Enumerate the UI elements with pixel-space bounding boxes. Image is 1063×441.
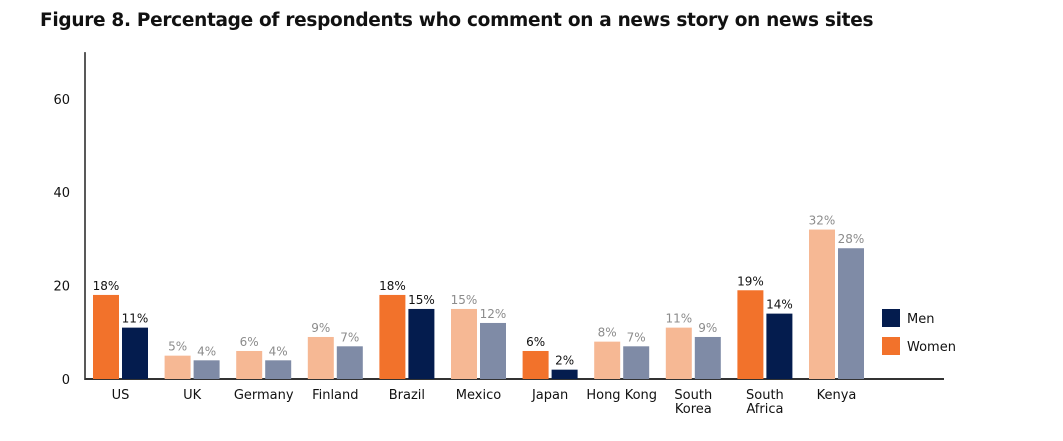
legend-label: Men [907, 312, 934, 327]
bar-women [236, 350, 263, 379]
data-label: 28% [838, 232, 865, 246]
bar-men [265, 360, 292, 379]
data-label: 4% [197, 344, 216, 358]
x-tick-label: Japan [531, 388, 568, 403]
bar-men [480, 322, 506, 379]
x-tick-label: Korea [675, 402, 712, 417]
data-label: 5% [168, 340, 187, 354]
x-tick-label: Africa [746, 402, 783, 417]
data-label: 7% [627, 330, 646, 344]
data-label: 18% [93, 279, 120, 293]
bar-men [623, 346, 650, 379]
data-label: 32% [809, 214, 836, 228]
data-label: 15% [408, 293, 435, 307]
x-tick-label: US [112, 388, 130, 403]
bar-women [522, 350, 549, 379]
bar-men [193, 360, 220, 379]
x-tick-label: Mexico [456, 388, 501, 403]
bar-men [551, 369, 578, 379]
bar-men [336, 346, 363, 379]
legend-swatch-men [882, 309, 900, 327]
legend-label: Women [907, 340, 956, 355]
bar-men [408, 308, 435, 379]
x-tick-label: Kenya [817, 388, 857, 403]
bar-men [122, 327, 148, 379]
data-label: 15% [451, 293, 478, 307]
y-tick-label: 20 [53, 280, 70, 295]
x-tick-label: South [746, 388, 784, 403]
legend-swatch-women [882, 337, 900, 355]
x-tick-label: UK [183, 388, 202, 403]
bar-women [164, 355, 191, 379]
bar-men [838, 248, 864, 379]
bar-women [594, 341, 621, 379]
data-label: 6% [526, 335, 545, 349]
bar-women [451, 308, 477, 379]
bar-men [694, 336, 721, 379]
bar-women [307, 336, 334, 379]
x-tick-label: Hong Kong [586, 388, 657, 403]
chart-title: Figure 8. Percentage of respondents who … [40, 10, 874, 31]
x-tick-label: Finland [312, 388, 358, 403]
data-label: 18% [379, 279, 406, 293]
data-label: 2% [555, 354, 574, 368]
data-label: 11% [122, 312, 149, 326]
bar-women [809, 229, 835, 379]
bar-women [379, 294, 406, 379]
data-label: 9% [311, 321, 330, 335]
y-tick-label: 60 [53, 93, 70, 108]
y-tick-label: 0 [62, 373, 70, 388]
x-tick-label: Brazil [389, 388, 425, 403]
bar-men [766, 313, 793, 379]
bar-women [737, 290, 764, 379]
data-label: 12% [480, 307, 507, 321]
data-label: 9% [698, 321, 717, 335]
data-label: 7% [340, 330, 359, 344]
data-label: 4% [269, 344, 288, 358]
y-tick-label: 40 [53, 186, 70, 201]
bar-women [93, 294, 119, 379]
data-label: 14% [766, 298, 793, 312]
x-tick-label: South [674, 388, 712, 403]
data-label: 11% [665, 312, 692, 326]
data-label: 6% [240, 335, 259, 349]
bar-women [665, 327, 692, 379]
x-tick-label: Germany [234, 388, 294, 403]
data-label: 19% [737, 274, 764, 288]
data-label: 8% [598, 326, 617, 340]
